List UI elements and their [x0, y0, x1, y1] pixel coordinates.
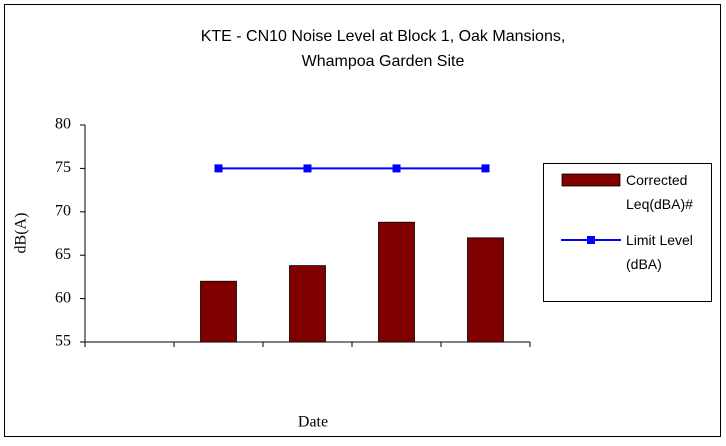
- y-tick-label: 65: [55, 246, 71, 263]
- line-marker: [303, 164, 312, 173]
- line-marker: [214, 164, 223, 173]
- y-tick-label: 55: [55, 333, 71, 350]
- legend-marker: [587, 236, 595, 244]
- y-tick-label: 60: [55, 289, 71, 306]
- y-tick-label: 70: [55, 202, 71, 219]
- legend-box: [543, 163, 712, 302]
- bar: [467, 237, 504, 343]
- legend-entry: Corrected Leq(dBA)#: [626, 172, 693, 212]
- y-tick-label: 75: [55, 159, 71, 176]
- legend-label: Corrected Leq(dBA)#: [626, 172, 693, 212]
- title-box: KTE - CN10 Noise Level at Block 1, Oak M…: [200, 28, 566, 70]
- legend-swatch: [561, 173, 621, 187]
- legend-entry: Limit Level (dBA): [626, 232, 693, 272]
- y-axis-label: dB(A): [13, 213, 30, 254]
- y-tick-label: 80: [55, 116, 71, 133]
- line-marker: [392, 164, 401, 173]
- x-axis-label: Date: [298, 414, 328, 431]
- bar: [289, 265, 326, 343]
- legend-label: Limit Level (dBA): [626, 232, 693, 272]
- chart-title: KTE - CN10 Noise Level at Block 1, Oak M…: [200, 28, 566, 70]
- line-marker: [481, 164, 490, 173]
- bar: [200, 280, 237, 343]
- bar: [378, 221, 415, 343]
